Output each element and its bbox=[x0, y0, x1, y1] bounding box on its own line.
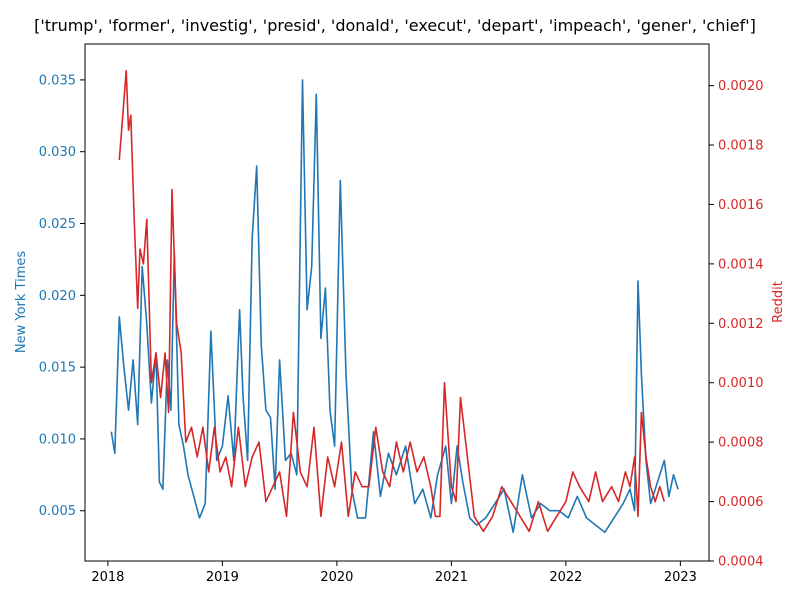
right-tick-label: 0.0006 bbox=[718, 495, 764, 510]
x-tick-label: 2022 bbox=[549, 570, 582, 585]
series-line-left bbox=[110, 79, 679, 534]
series-layer bbox=[110, 69, 679, 534]
left-tick-label: 0.020 bbox=[39, 289, 76, 304]
x-tick-label: 2019 bbox=[206, 570, 239, 585]
right-tick-label: 0.0008 bbox=[718, 436, 764, 451]
right-tick-label: 0.0014 bbox=[718, 257, 764, 272]
right-axis-title: Reddit bbox=[771, 281, 786, 323]
plot-frame bbox=[84, 43, 710, 562]
left-tick-label: 0.005 bbox=[39, 504, 76, 519]
left-tick-label: 0.010 bbox=[39, 432, 76, 447]
right-tick-label: 0.0010 bbox=[718, 376, 764, 391]
x-tick-label: 2020 bbox=[320, 570, 353, 585]
left-tick-label: 0.035 bbox=[39, 73, 76, 88]
chart-title: ['trump', 'former', 'investig', 'presid'… bbox=[34, 16, 756, 35]
x-tick-label: 2021 bbox=[435, 570, 468, 585]
x-tick-label: 2018 bbox=[91, 570, 124, 585]
left-tick-label: 0.015 bbox=[39, 361, 76, 376]
right-tick-label: 0.0012 bbox=[718, 317, 764, 332]
right-y-axis: 0.0004 0.0006 0.0008 0.0010 0.0012 0.0014 0.00… bbox=[709, 79, 764, 570]
left-axis-title: New York Times bbox=[14, 251, 29, 353]
right-tick-label: 0.0018 bbox=[718, 139, 764, 154]
x-tick-label: 2023 bbox=[664, 570, 697, 585]
left-tick-label: 0.030 bbox=[39, 145, 76, 160]
series-line-right bbox=[118, 69, 666, 533]
right-tick-label: 0.0004 bbox=[718, 555, 764, 570]
left-tick-label: 0.025 bbox=[39, 217, 76, 232]
x-axis: 2018 2019 2020 2021 2022 2023 bbox=[91, 561, 697, 585]
right-tick-label: 0.0016 bbox=[718, 198, 764, 213]
left-y-axis: 0.005 0.010 0.015 0.020 0.025 0.030 0.035 bbox=[39, 73, 85, 519]
right-tick-label: 0.0020 bbox=[718, 79, 764, 94]
